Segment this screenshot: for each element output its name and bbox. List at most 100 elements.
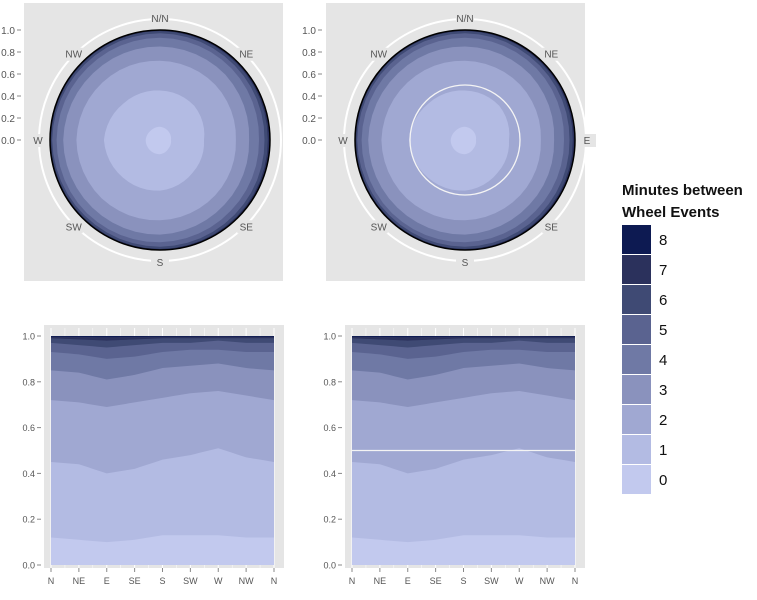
legend-label-1: 1 — [659, 442, 667, 459]
x-tick-label: N — [572, 576, 579, 586]
y-tick-label: 0.0 — [22, 561, 35, 571]
direction-label-bg — [456, 256, 474, 269]
direction-label: E — [584, 136, 591, 147]
legend-label-5: 5 — [659, 322, 667, 339]
legend-swatch-1 — [622, 435, 651, 464]
x-tick-label: N — [349, 576, 356, 586]
legend-swatch-6 — [622, 285, 651, 314]
x-tick-label: NE — [73, 576, 86, 586]
legend-swatch-3 — [622, 375, 651, 404]
y-tick-label: 0.8 — [22, 377, 35, 387]
y-tick-label: 0.8 — [1, 48, 15, 59]
area-level-0 — [352, 535, 575, 565]
y-tick-label: 0.6 — [1, 70, 15, 81]
x-tick-label: SW — [183, 576, 198, 586]
legend: Minutes between Wheel Events 8 7 6 5 4 3 2 1 0 — [622, 182, 743, 494]
x-tick-label: N — [271, 576, 278, 586]
x-tick-label: W — [214, 576, 223, 586]
direction-label-bg — [237, 47, 256, 61]
polar-rim — [49, 29, 271, 251]
x-tick-label: NW — [239, 576, 254, 586]
y-tick-label: 0.0 — [1, 136, 15, 147]
reference-circle — [409, 84, 521, 196]
direction-label: NW — [65, 50, 82, 61]
y-tick-label: 0.4 — [302, 92, 316, 103]
panel-bottom-right: 0.0 0.2 0.4 0.6 0.8 1.0 N NE E SE S SW W NW N — [323, 325, 585, 586]
area-level-0 — [145, 126, 172, 155]
x-tick-label: E — [405, 576, 411, 586]
y-tick-label: 0.2 — [1, 114, 15, 125]
y-tick-label: 0.8 — [323, 377, 336, 387]
x-tick-label: S — [159, 576, 165, 586]
direction-label-bg — [334, 134, 352, 147]
area-level-0 — [51, 535, 274, 565]
y-tick-label: 0.0 — [302, 136, 316, 147]
chart-panels: 0.00.20.40.60.81.0N/NNESESSWWNW0.00.20.4… — [1, 3, 596, 586]
legend-swatch-2 — [622, 405, 651, 434]
y-tick-label: 0.2 — [323, 515, 336, 525]
y-tick-label: 0.4 — [22, 469, 35, 479]
legend-swatch-7 — [622, 255, 651, 284]
y-tick-label: 0.6 — [302, 70, 316, 81]
direction-label-bg — [64, 47, 83, 61]
direction-label-bg — [456, 12, 474, 25]
legend-label-4: 4 — [659, 352, 667, 369]
direction-label: NE — [239, 50, 253, 61]
legend-items: 8 7 6 5 4 3 2 1 0 — [622, 225, 667, 494]
direction-label: SE — [240, 222, 254, 233]
direction-label: SE — [545, 222, 559, 233]
y-tick-label: 0.8 — [302, 48, 316, 59]
y-tick-label: 1.0 — [22, 332, 35, 342]
direction-label: W — [338, 136, 348, 147]
legend-swatch-5 — [622, 315, 651, 344]
direction-label: SW — [66, 222, 83, 233]
direction-label-bg — [237, 220, 256, 234]
area-level-0 — [450, 126, 477, 155]
x-tick-label: S — [460, 576, 466, 586]
direction-label: N/N — [456, 14, 473, 25]
direction-label: N/N — [151, 14, 168, 25]
panel-bottom-left: 0.0 0.2 0.4 0.6 0.8 1.0 N NE E SE S SW W NW N — [22, 325, 284, 586]
legend-label-8: 8 — [659, 232, 667, 249]
legend-label-7: 7 — [659, 262, 667, 279]
y-tick-label: 1.0 — [1, 26, 15, 37]
panel-top-right: 0.0 0.2 0.4 0.6 0.8 1.0 N/N NE E SE S SW W NW — [302, 3, 596, 281]
legend-title-line1: Minutes between — [622, 182, 743, 199]
x-tick-label: W — [515, 576, 524, 586]
polar-rim — [354, 29, 576, 251]
direction-label: SW — [371, 222, 388, 233]
x-tick-label: SE — [430, 576, 442, 586]
direction-label-bg — [29, 134, 47, 147]
direction-label-bg — [578, 134, 596, 147]
y-tick-label: 0.4 — [1, 92, 15, 103]
y-tick-label: 0.0 — [323, 561, 336, 571]
direction-label-bg — [369, 220, 388, 234]
direction-label-bg — [542, 47, 561, 61]
y-tick-label: 1.0 — [323, 332, 336, 342]
x-tick-label: N — [48, 576, 55, 586]
x-tick-label: E — [104, 576, 110, 586]
y-tick-label: 0.2 — [22, 515, 35, 525]
direction-label-bg — [369, 47, 388, 61]
legend-label-6: 6 — [659, 292, 667, 309]
legend-title-line2: Wheel Events — [622, 204, 720, 221]
x-tick-label: SW — [484, 576, 499, 586]
panel-top-left: 0.0 0.2 0.4 0.6 0.8 1.0 N/N NE SE S SW W NW — [1, 3, 283, 281]
legend-label-2: 2 — [659, 412, 667, 429]
x-tick-label: SE — [129, 576, 141, 586]
legend-swatch-4 — [622, 345, 651, 374]
y-tick-label: 0.4 — [323, 469, 336, 479]
legend-swatch-0 — [622, 465, 651, 494]
direction-label: NW — [370, 50, 387, 61]
legend-label-3: 3 — [659, 382, 667, 399]
direction-label-bg — [542, 220, 561, 234]
direction-label-bg — [151, 12, 169, 25]
direction-label-bg — [151, 256, 169, 269]
direction-label: NE — [544, 50, 558, 61]
direction-label: S — [157, 258, 164, 269]
direction-label: W — [33, 136, 43, 147]
y-tick-label: 0.6 — [323, 423, 336, 433]
x-tick-label: NE — [374, 576, 387, 586]
direction-label: S — [462, 258, 469, 269]
